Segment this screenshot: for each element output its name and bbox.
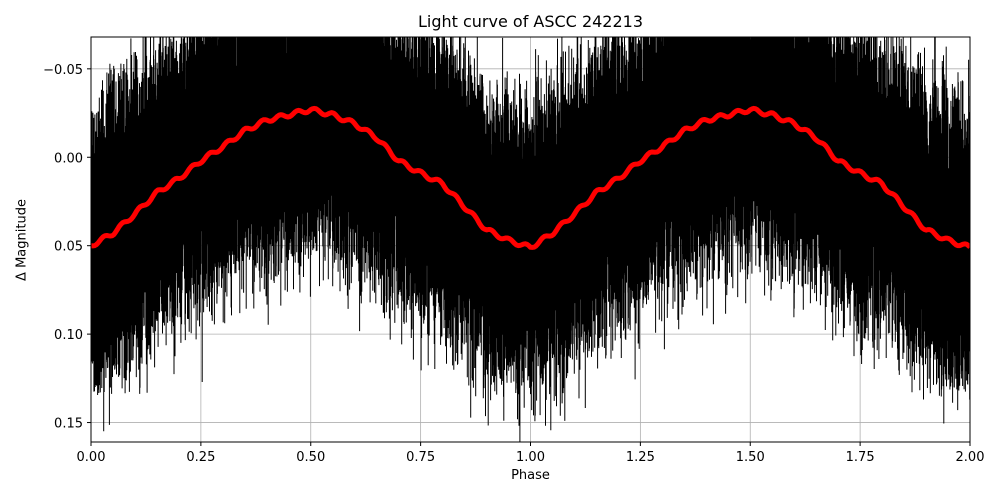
x-tick-label: 2.00 xyxy=(956,450,985,465)
x-tick-label: 0.50 xyxy=(296,450,325,465)
y-tick-label: 0.15 xyxy=(54,417,83,432)
x-tick-label: 1.75 xyxy=(846,450,875,465)
y-axis-ticks: −0.05 0.00 0.05 0.10 0.15 xyxy=(43,63,91,432)
x-tick-label: 1.25 xyxy=(626,450,655,465)
x-tick-label: 0.25 xyxy=(186,450,215,465)
x-tick-label: 0.75 xyxy=(406,450,435,465)
x-tick-label: 1.00 xyxy=(516,450,545,465)
x-tick-label: 0.00 xyxy=(77,450,106,465)
model-curve xyxy=(91,105,970,250)
x-axis-ticks: 0.00 0.25 0.50 0.75 1.00 1.25 1.50 1.75 2.00 xyxy=(77,442,985,465)
y-tick-label: −0.05 xyxy=(43,63,83,78)
chart-title: Light curve of ASCC 242213 xyxy=(417,12,644,31)
y-tick-label: 0.10 xyxy=(54,328,83,343)
y-tick-label: 0.05 xyxy=(54,240,83,255)
x-tick-label: 1.50 xyxy=(736,450,765,465)
x-axis-label: Phase xyxy=(511,468,550,483)
y-tick-label: 0.00 xyxy=(54,151,83,166)
